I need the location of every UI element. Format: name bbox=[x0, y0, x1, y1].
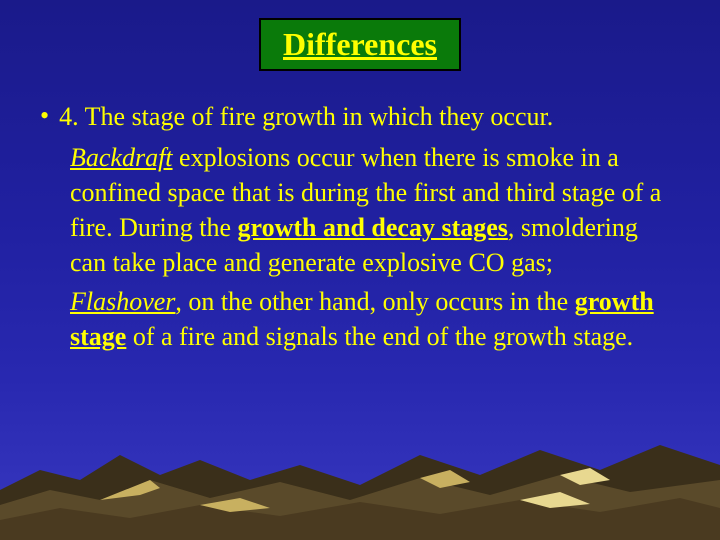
para2-text1: , on the other hand, only occurs in the bbox=[175, 287, 574, 316]
para2-text2: of a fire and signals the end of the gro… bbox=[126, 322, 633, 351]
emphasis-backdraft: Backdraft bbox=[70, 143, 173, 172]
content-area: • 4. The stage of fire growth in which t… bbox=[40, 100, 680, 354]
title-box: Differences bbox=[259, 18, 461, 71]
bullet-number: 4. bbox=[59, 102, 79, 131]
paragraph-2: Flashover, on the other hand, only occur… bbox=[70, 284, 680, 354]
bullet-heading-text: The stage of fire growth in which they o… bbox=[85, 102, 554, 131]
emphasis-growth-decay: growth and decay stages bbox=[238, 213, 508, 242]
emphasis-flashover: Flashover bbox=[70, 287, 175, 316]
bullet-heading: 4. The stage of fire growth in which the… bbox=[59, 100, 553, 134]
slide-title: Differences bbox=[283, 26, 437, 62]
bullet-item: • 4. The stage of fire growth in which t… bbox=[40, 100, 680, 134]
paragraph-1: Backdraft explosions occur when there is… bbox=[70, 140, 680, 280]
slide-container: Differences • 4. The stage of fire growt… bbox=[0, 0, 720, 540]
mountain-graphic bbox=[0, 420, 720, 540]
bullet-marker: • bbox=[40, 100, 49, 131]
